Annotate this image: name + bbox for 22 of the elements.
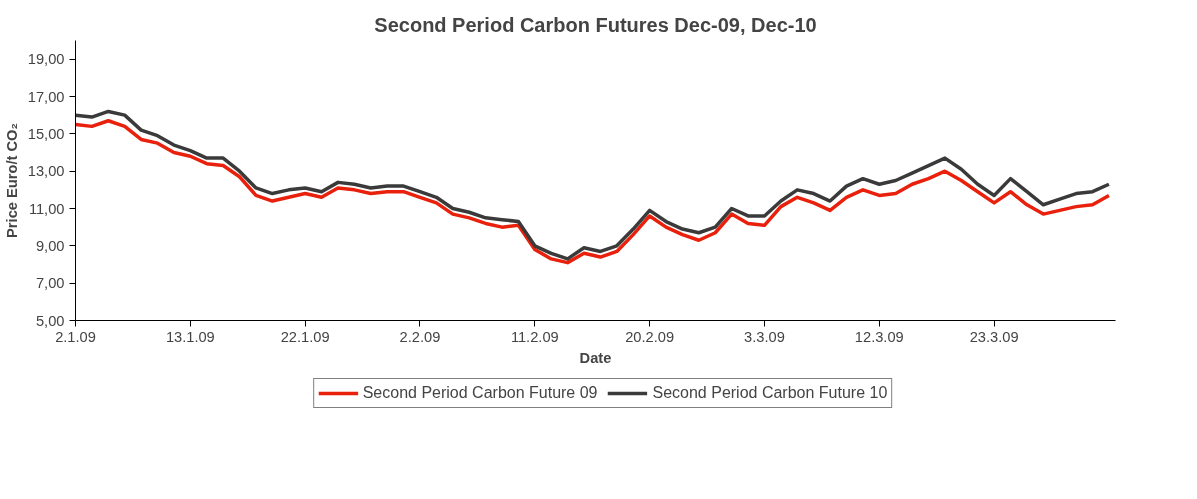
x-tick-label: 2.1.09 (55, 328, 96, 345)
y-tick-label: 17,00 (27, 88, 65, 105)
x-tick-label: 11.2.09 (510, 328, 559, 345)
y-tick-label: 9,00 (35, 237, 65, 254)
y-tick-label: 19,00 (27, 51, 65, 68)
y-tick-label: 13,00 (27, 163, 65, 180)
x-tick-label: 3.3.09 (744, 328, 785, 345)
x-tick-label: 22.1.09 (280, 328, 330, 345)
legend-label: Second Period Carbon Future 09 (362, 384, 598, 402)
x-tick-label: 20.2.09 (625, 328, 675, 345)
legend-label: Second Period Carbon Future 10 (652, 384, 888, 402)
y-tick-label: 7,00 (35, 275, 65, 292)
x-tick-label: 12.3.09 (854, 328, 904, 345)
y-tick-label: 5,00 (35, 312, 65, 329)
x-tick-label: 23.3.09 (969, 328, 1019, 345)
y-axis-title: Price Euro/t CO₂ (3, 123, 20, 238)
x-tick-label: 13.1.09 (165, 328, 215, 345)
x-axis-title: Date (579, 349, 612, 366)
y-tick-label: 15,00 (27, 125, 65, 142)
y-tick-label: 11,00 (28, 200, 65, 217)
x-tick-label: 2.2.09 (399, 328, 441, 345)
chart-title: Second Period Carbon Futures Dec-09, Dec-10 (374, 13, 817, 36)
